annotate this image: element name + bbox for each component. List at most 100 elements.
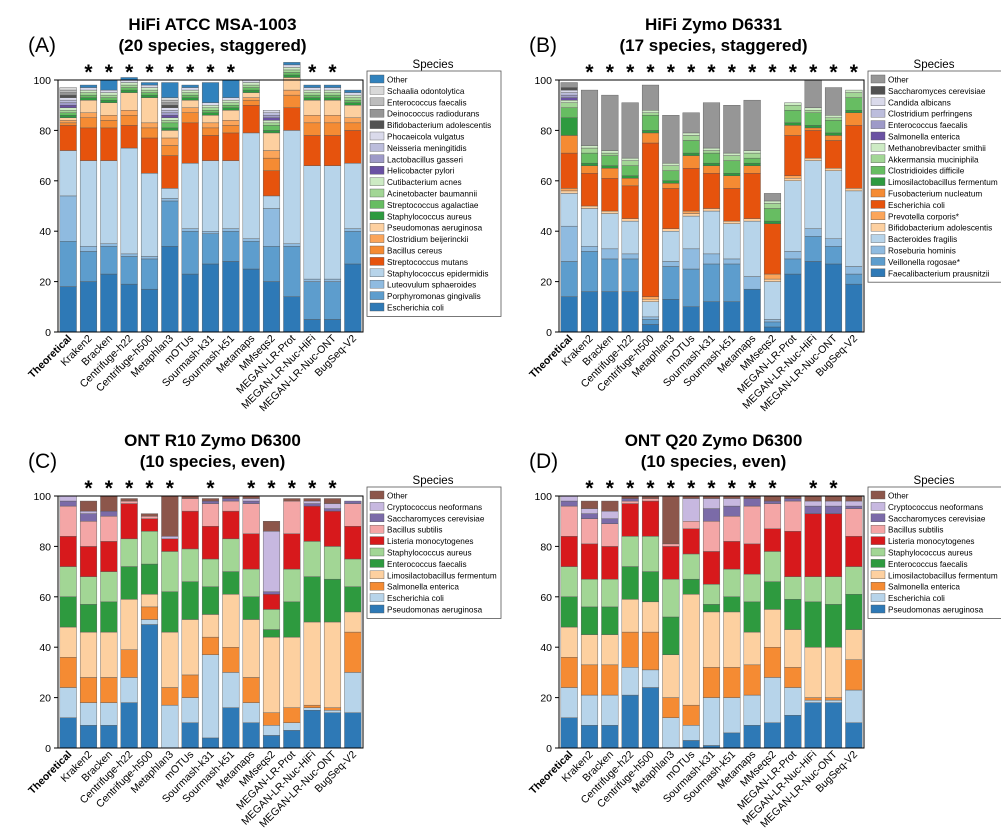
bar-segment-staphylococcus-aureus bbox=[242, 89, 260, 93]
bar-segment-limosilactobacillus-fermentum bbox=[743, 162, 761, 166]
bar-segment-staphylococcus-aureus bbox=[262, 609, 281, 630]
legend-label-escherichia-coli: Escherichia coli bbox=[387, 304, 444, 313]
bar-segment-clostridium-beijerinckii bbox=[222, 120, 240, 126]
bar-segment-salmonella-enterica bbox=[662, 697, 680, 718]
bar-segment-enterococcus-faecalis bbox=[283, 601, 301, 638]
bar-segment-limosilactobacillus-fermentum bbox=[845, 110, 863, 113]
bar-segment-acinetobacter-baumannii bbox=[100, 94, 118, 98]
bar-segment-faecalibacterium-prausnitzii bbox=[743, 288, 761, 333]
bar-segment-other bbox=[621, 102, 639, 159]
bar-segment-cutibacterium-acnes bbox=[181, 89, 199, 93]
bar-segment-bacillus-cereus bbox=[242, 99, 260, 106]
bar-segment-bacillus-subtilis bbox=[242, 503, 260, 534]
significance-star: * bbox=[687, 477, 696, 500]
bar-segment-cryptococcus-neoformans bbox=[601, 510, 619, 519]
bar-segment-bacteroides-fragilis bbox=[601, 213, 619, 250]
bar-segment-escherichia-coli bbox=[580, 173, 599, 207]
bar-segment-other bbox=[201, 498, 220, 502]
legend-label-porphyromonas-gingivalis: Porphyromonas gingivalis bbox=[387, 292, 481, 301]
bar-segment-escherichia-coli bbox=[303, 707, 321, 711]
bar-segment-limosilactobacillus-fermentum bbox=[824, 132, 843, 136]
legend-label-bifidobacterium-adolescentis: Bifidobacterium adolescentis bbox=[387, 121, 491, 130]
bar-segment-saccharomyces-cerevisiae bbox=[804, 505, 822, 514]
legend: Species Other Cryptococcus neoformans Sacch… bbox=[366, 475, 502, 619]
legend-label-bifidobacterium-adolescentis: Bifidobacterium adolescentis bbox=[888, 224, 992, 233]
bar-segment-bacteroides-fragilis bbox=[804, 160, 822, 229]
significance-star: * bbox=[789, 61, 798, 84]
bar-segment-listeria-monocytogenes bbox=[662, 546, 680, 580]
bar-segment-pseudomonas-aeruginosa bbox=[580, 725, 599, 749]
bar-segment-salmonella-enterica bbox=[344, 631, 362, 673]
bar-segment-porphyromonas-gingivalis bbox=[120, 256, 138, 285]
bar-segment-enterococcus-faecalis bbox=[59, 89, 77, 93]
bar-segment-pseudomonas-aeruginosa bbox=[242, 92, 260, 98]
chart-svg: ONT Q20 Zymo D6300 (10 species, even) (D) 0… bbox=[527, 431, 1001, 830]
bar-segment-pseudomonas-aeruginosa bbox=[222, 707, 240, 749]
bar-segment-limosilactobacillus-fermentum bbox=[242, 619, 260, 678]
bar-segment-bacteroides-fragilis bbox=[580, 208, 599, 247]
legend-label-saccharomyces-cerevisiae: Saccharomyces cerevisiae bbox=[387, 514, 485, 523]
bar-segment-streptococcus-agalactiae bbox=[161, 122, 179, 129]
bar-segment-staphylococcus-aureus bbox=[621, 536, 639, 567]
bar-segment-other bbox=[283, 62, 301, 66]
bar-segment-roseburia-hominis bbox=[784, 251, 802, 260]
bar-segment-enterococcus-faecalis bbox=[262, 629, 281, 638]
bar-segment-faecalibacterium-prausnitzii bbox=[560, 296, 578, 333]
bar-segment-clostridioides-difficile bbox=[763, 208, 782, 222]
bar-segment-clostridioides-difficile bbox=[743, 157, 761, 164]
significance-star: * bbox=[687, 61, 696, 84]
bar-segment-listeria-monocytogenes bbox=[79, 546, 98, 577]
y-tick-label: 40 bbox=[39, 226, 51, 238]
bar-segment-clostridium-beijerinckii bbox=[262, 150, 281, 159]
bar-segment-roseburia-hominis bbox=[580, 246, 599, 252]
bar-segment-bacteroides-fragilis bbox=[845, 190, 863, 267]
bar-segment-enterococcus-faecalis bbox=[222, 571, 240, 595]
bar-segment-faecalibacterium-prausnitzii bbox=[824, 263, 843, 333]
bar-segment-saccharomyces-cerevisiae bbox=[303, 503, 321, 507]
legend-label-other: Other bbox=[888, 76, 909, 85]
bar-segment-bacillus-cereus bbox=[303, 122, 321, 136]
bar-segment-staphylococcus-aureus bbox=[344, 558, 362, 587]
bar-segment-staphylococcus-aureus bbox=[222, 107, 240, 111]
bar-segment-staphylococcus-aureus bbox=[641, 536, 660, 572]
bar-segment-clostridium-beijerinckii bbox=[344, 117, 362, 124]
bar-segment-porphyromonas-gingivalis bbox=[283, 246, 301, 297]
y-tick-label: 20 bbox=[39, 693, 51, 705]
bar-segment-staphylococcus-aureus bbox=[303, 97, 321, 101]
bar-segment-cutibacterium-acnes bbox=[262, 120, 281, 124]
bar-segment-listeria-monocytogenes bbox=[262, 594, 281, 610]
bar-segment-bacteroides-fragilis bbox=[763, 281, 782, 320]
legend-label-fusobacterium-nucleatum: Fusobacterium nucleatum bbox=[888, 190, 982, 199]
legend-swatch-pseudomonas-aeruginosa bbox=[369, 222, 385, 232]
bar-segment-enterococcus-faecalis bbox=[79, 604, 98, 633]
bar-segment-limosilactobacillus-fermentum bbox=[303, 621, 321, 706]
legend-swatch-prevotella-corporis bbox=[870, 211, 886, 221]
bar-segment-luteovulum-sphaeroides bbox=[344, 228, 362, 232]
bar-segment-porphyromonas-gingivalis bbox=[323, 281, 342, 320]
bar-segment-limosilactobacillus-fermentum bbox=[763, 609, 782, 648]
bar-segment-listeria-monocytogenes bbox=[140, 518, 159, 532]
bar-segment-limosilactobacillus-fermentum bbox=[804, 646, 822, 698]
legend-label-enterococcus-faecalis: Enterococcus faecalis bbox=[888, 560, 968, 569]
bar-segment-staphylococcus-aureus bbox=[242, 568, 260, 598]
bar-segment-streptococcus-mutans bbox=[344, 130, 362, 164]
bar-segment-acinetobacter-baumannii bbox=[181, 92, 199, 96]
chart-title: HiFi ATCC MSA-1003 bbox=[128, 15, 296, 34]
bar-segment-acinetobacter-baumannii bbox=[222, 102, 240, 106]
legend-swatch-cutibacterium-acnes bbox=[369, 177, 385, 186]
legend-swatch-faecalibacterium-prausnitzii bbox=[870, 268, 886, 277]
bar-segment-streptococcus-agalactiae bbox=[140, 92, 159, 96]
bar-segment-saccharomyces-cerevisiae bbox=[344, 500, 362, 504]
significance-star: * bbox=[125, 477, 134, 500]
bar-segment-cutibacterium-acnes bbox=[161, 117, 179, 121]
bar-segment-streptococcus-agalactiae bbox=[79, 94, 98, 98]
bar-segment-other bbox=[845, 495, 863, 502]
bar-segment-pseudomonas-aeruginosa bbox=[763, 722, 782, 749]
legend-label-limosilactobacillus-fermentum: Limosilactobacillus fermentum bbox=[888, 178, 998, 187]
bar-segment-listeria-monocytogenes bbox=[120, 503, 138, 540]
bar-segment-escherichia-coli bbox=[763, 677, 782, 724]
bar-segment-roseburia-hominis bbox=[621, 253, 639, 260]
y-tick-label: 40 bbox=[540, 642, 552, 654]
bar-segment-cutibacterium-acnes bbox=[201, 104, 220, 108]
bar-segment-akkermansia-muciniphila bbox=[641, 112, 660, 116]
